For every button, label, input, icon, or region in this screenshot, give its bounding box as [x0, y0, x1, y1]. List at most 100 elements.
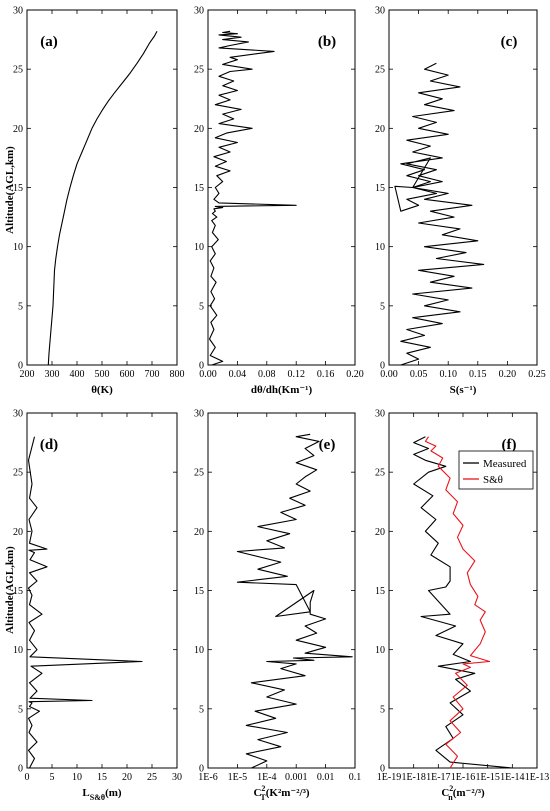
y-tick-label: 15 [194, 586, 204, 597]
x-axis-label: LS&θ(m) [82, 787, 121, 802]
y-tick-label: 25 [375, 468, 385, 479]
plot-frame [26, 412, 178, 769]
x-tick-label: 1E-6 [198, 772, 217, 783]
y-tick-label: 20 [13, 124, 23, 135]
series-line-measured [413, 436, 513, 769]
series-line-e [236, 433, 353, 769]
panel-label: (c) [501, 34, 518, 50]
x-axis-label: θ(K) [91, 384, 113, 396]
y-tick-label: 10 [13, 242, 23, 253]
x-axis-label: S(s⁻¹) [450, 384, 477, 396]
y-tick-label: 30 [194, 6, 204, 17]
y-axis-label-top: Altitude(AGL,km) [4, 146, 16, 234]
y-tick-label: 0 [199, 361, 204, 372]
y-tick-label: 15 [375, 183, 385, 194]
y-tick-label: 0 [18, 764, 23, 775]
x-tick-label: 300 [45, 369, 60, 380]
y-tick-label: 30 [13, 409, 23, 420]
panel-label: (b) [318, 34, 336, 50]
panel-e: 1E-6 1E-5 1E-4 0.001 0.01 0.1 0 5 10 15 20 25 30 C2 T(… [194, 409, 361, 803]
y-tick-label: 20 [194, 124, 204, 135]
x-tick-label: 20 [122, 772, 132, 783]
y-tick-label: 30 [375, 6, 385, 17]
plot-frame [207, 9, 356, 366]
panel-a: 200 300 400 500 600 700 800 0 5 10 15 20 25 30 θ(K) (a) [13, 6, 185, 397]
panel-c: 0.00 0.05 0.10 0.15 0.20 0.25 0 5 10 15 20 25 30 S(s⁻… [375, 6, 546, 397]
x-tick-label: 800 [170, 369, 185, 380]
y-tick-label: 10 [194, 645, 204, 656]
x-tick-label: 1E-14 [500, 772, 524, 783]
y-tick-label: 25 [194, 65, 204, 76]
x-tick-label: 1E-16 [451, 772, 475, 783]
x-tick-label: 500 [95, 369, 110, 380]
panel-f: 1E-19 1E-18 1E-17 1E-16 1E-15 1E-14 1E-13 0 5 10 1… [375, 409, 549, 803]
y-axis-label-bottom: Altitude(AGL,km) [4, 546, 16, 634]
x-tick-label: 700 [145, 369, 160, 380]
x-tick-label: 0.15 [469, 369, 487, 380]
x-tick-label: 0 [25, 772, 30, 783]
x-tick-label: 0.10 [439, 369, 457, 380]
x-tick-label: 0.001 [285, 772, 308, 783]
y-tick-label: 25 [375, 65, 385, 76]
x-tick-label: 5 [50, 772, 55, 783]
series-line-c [394, 62, 485, 366]
x-tick-label: 0.00 [199, 369, 217, 380]
x-tick-label: 0.16 [317, 369, 335, 380]
y-tick-label: 0 [380, 361, 385, 372]
x-tick-label: 30 [172, 772, 182, 783]
x-tick-label: 0.05 [410, 369, 428, 380]
plot-frame [26, 9, 178, 366]
x-tick-label: 1E-18 [401, 772, 425, 783]
panel-label: (a) [40, 34, 58, 50]
y-tick-label: 0 [380, 764, 385, 775]
series-line-a [47, 31, 158, 366]
legend-label: S&θ [483, 474, 503, 486]
y-tick-label: 0 [199, 764, 204, 775]
y-tick-label: 30 [13, 6, 23, 17]
x-axis-label: dθ/dh(Km⁻¹) [251, 384, 313, 396]
x-tick-label: 1E-4 [257, 772, 276, 783]
y-tick-label: 20 [194, 527, 204, 538]
series-line-s [424, 436, 491, 769]
y-tick-label: 5 [18, 704, 23, 715]
y-tick-label: 30 [375, 409, 385, 420]
y-tick-label: 30 [194, 409, 204, 420]
x-tick-label: 1E-13 [525, 772, 549, 783]
panels: 200 300 400 500 600 700 800051015202530θ(K)(a)… [13, 6, 549, 803]
y-tick-label: 5 [199, 704, 204, 715]
panel-label: (f) [502, 437, 517, 453]
x-tick-label: 0.20 [346, 369, 364, 380]
x-tick-label: 200 [20, 369, 35, 380]
series-line-d [27, 436, 143, 769]
x-tick-label: 1E-17 [426, 772, 450, 783]
y-tick-label: 25 [194, 468, 204, 479]
x-tick-label: 15 [97, 772, 107, 783]
series-line-b [208, 30, 297, 366]
x-tick-label: 0.08 [258, 369, 276, 380]
y-tick-label: 0 [18, 361, 23, 372]
x-tick-label: 25 [147, 772, 157, 783]
panel-label: (d) [40, 437, 58, 453]
y-tick-label: 15 [13, 586, 23, 597]
panel-label: (e) [319, 437, 336, 453]
y-tick-label: 20 [375, 527, 385, 538]
x-tick-label: 600 [120, 369, 135, 380]
x-tick-label: 0.00 [380, 369, 398, 380]
y-tick-label: 5 [199, 301, 204, 312]
plot-frame [207, 412, 356, 769]
y-tick-label: 25 [13, 468, 23, 479]
x-tick-label: 0.1 [349, 772, 362, 783]
y-tick-label: 5 [18, 301, 23, 312]
y-tick-label: 5 [380, 704, 385, 715]
x-tick-label: 1E-5 [228, 772, 247, 783]
legend-label: Measured [483, 458, 527, 470]
panel-b: 0.00 0.04 0.08 0.12 0.16 0.20 0 5 10 15 20 25 30 dθ/d… [194, 6, 364, 397]
x-tick-label: 1E-19 [377, 772, 401, 783]
x-tick-label: 400 [70, 369, 85, 380]
y-tick-label: 20 [375, 124, 385, 135]
y-tick-label: 10 [13, 645, 23, 656]
x-tick-label: 0.01 [317, 772, 335, 783]
legend-box [458, 450, 534, 490]
y-tick-label: 25 [13, 65, 23, 76]
